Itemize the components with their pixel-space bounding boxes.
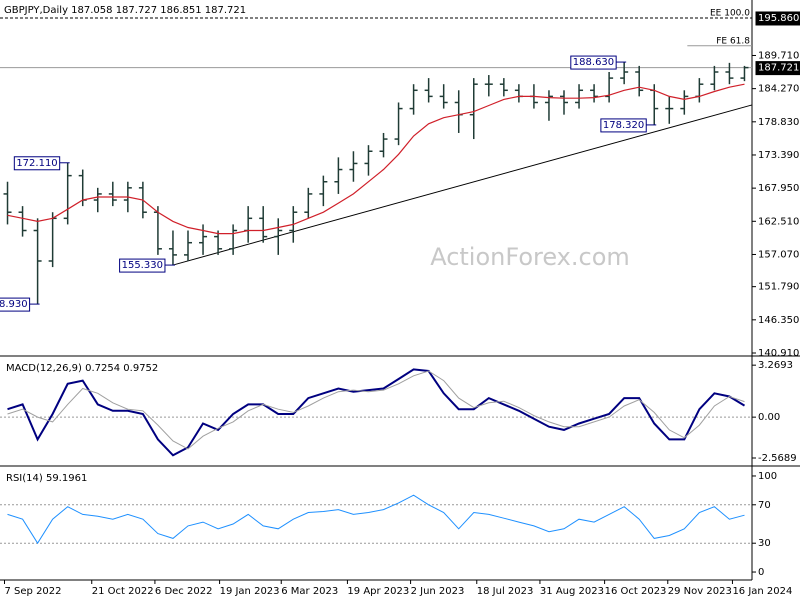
x-tick-label: 29 Nov 2023 bbox=[668, 586, 732, 597]
label-box bbox=[755, 11, 800, 26]
price-label: 148.930 bbox=[0, 299, 28, 310]
y-tick-label: 151.790 bbox=[758, 282, 799, 293]
y-tick-label: 173.390 bbox=[758, 150, 799, 161]
price-label: 172.110 bbox=[16, 158, 57, 169]
label-box bbox=[755, 61, 800, 76]
series-line bbox=[7, 83, 745, 235]
y-tick-label: 146.350 bbox=[758, 315, 799, 326]
y-tick-label: 157.070 bbox=[758, 249, 799, 260]
y-tick-label: -2.5689 bbox=[758, 453, 797, 464]
y-tick-label: 162.510 bbox=[758, 216, 799, 227]
y-tick-label: 184.270 bbox=[758, 84, 799, 95]
y-tick-label: 100 bbox=[758, 471, 777, 482]
level-price-label: 187.721 bbox=[758, 63, 799, 74]
label-box bbox=[13, 156, 61, 171]
y-tick-label: 178.830 bbox=[758, 117, 799, 128]
trendline bbox=[172, 104, 753, 266]
price-label: 188.630 bbox=[573, 57, 614, 68]
x-tick-label: 7 Sep 2022 bbox=[5, 586, 62, 597]
x-tick-label: 19 Apr 2023 bbox=[347, 586, 409, 597]
level-price-label: 195.860 bbox=[758, 13, 799, 24]
x-tick-label: 16 Oct 2023 bbox=[605, 586, 667, 597]
y-tick-label: 0.00 bbox=[758, 412, 780, 423]
x-tick-label: 2 Jun 2023 bbox=[411, 586, 465, 597]
y-tick-label: 0 bbox=[758, 567, 764, 578]
series-line bbox=[7, 370, 745, 450]
x-tick-label: 6 Mar 2023 bbox=[281, 586, 338, 597]
panel-title: MACD(12,26,9) 0.7254 0.9752 bbox=[6, 363, 158, 374]
x-tick-label: 19 Jan 2023 bbox=[220, 586, 280, 597]
series-line bbox=[7, 368, 746, 457]
level-text: EE 100.0 bbox=[710, 8, 750, 18]
x-tick-label: 18 Jul 2023 bbox=[477, 586, 534, 597]
y-tick-label: 140.910 bbox=[758, 348, 799, 359]
price-label: 178.320 bbox=[603, 120, 644, 131]
x-tick-label: 6 Dec 2022 bbox=[155, 586, 213, 597]
price-label: 155.330 bbox=[122, 260, 163, 271]
y-tick-label: 30 bbox=[758, 538, 771, 549]
y-tick-label: 167.950 bbox=[758, 183, 799, 194]
x-tick-label: 16 Jan 2024 bbox=[732, 586, 792, 597]
watermark: ActionForex.com bbox=[430, 243, 630, 271]
label-box bbox=[600, 118, 647, 133]
level-text: FE 61.8 bbox=[716, 36, 750, 46]
y-tick-label: 3.2693 bbox=[758, 360, 793, 371]
label-box bbox=[0, 297, 31, 312]
label-box bbox=[570, 55, 617, 70]
x-tick-label: 21 Oct 2022 bbox=[92, 586, 154, 597]
x-tick-label: 31 Aug 2023 bbox=[540, 586, 604, 597]
panel-title: GBPJPY,Daily 187.058 187.727 186.851 187… bbox=[4, 5, 246, 16]
label-box bbox=[119, 258, 166, 273]
y-tick-label: 189.710 bbox=[758, 50, 799, 61]
y-tick-label: 70 bbox=[758, 500, 771, 511]
panel-title: RSI(14) 59.1961 bbox=[6, 473, 87, 484]
series-line bbox=[7, 494, 745, 545]
